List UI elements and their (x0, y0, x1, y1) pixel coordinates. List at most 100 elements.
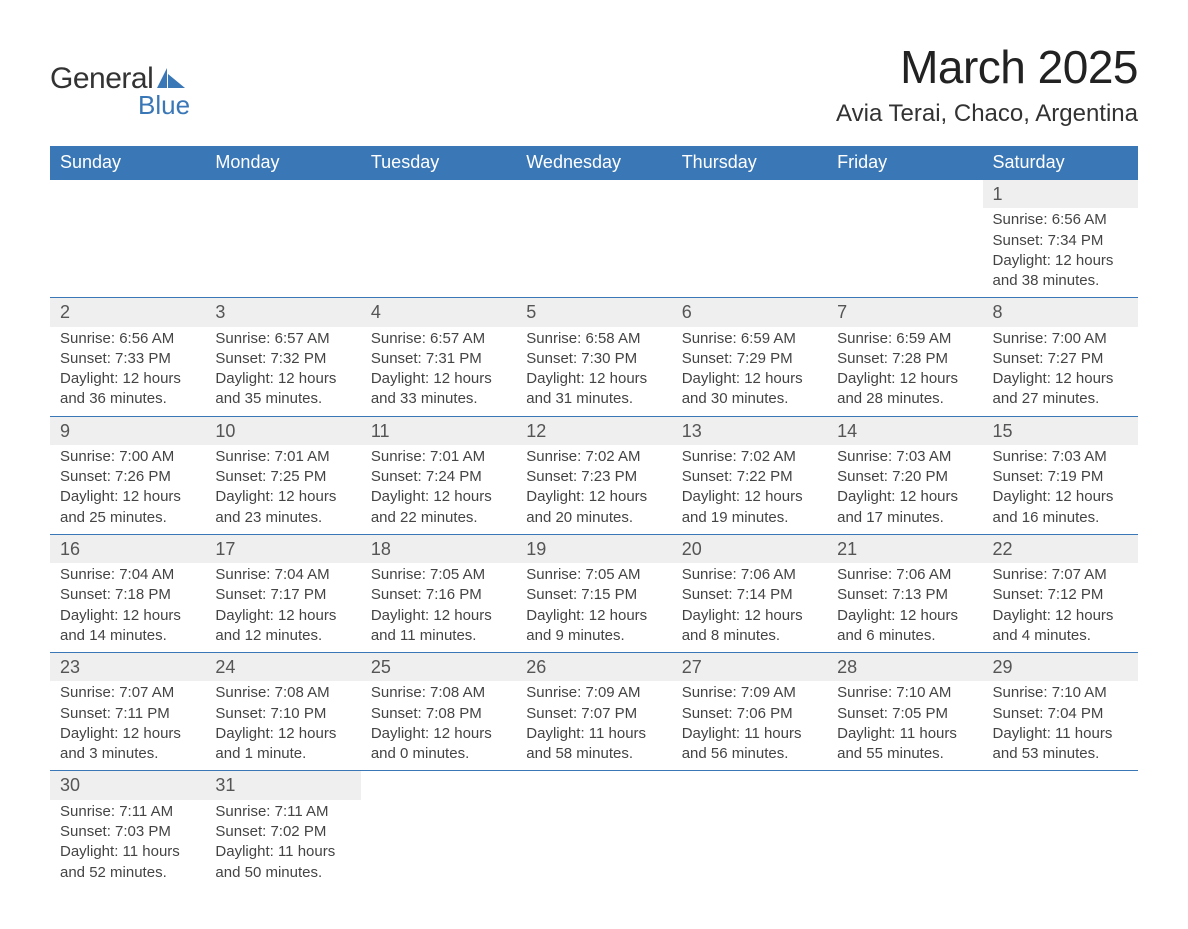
calendar-cell (672, 180, 827, 298)
day-details: Sunrise: 6:57 AMSunset: 7:31 PMDaylight:… (361, 327, 516, 416)
day-sr: Sunrise: 7:01 AM (371, 447, 506, 467)
day-number: 19 (516, 535, 671, 563)
day-d1: Daylight: 12 hours (993, 606, 1128, 626)
day-number: 8 (983, 298, 1138, 326)
day-ss: Sunset: 7:31 PM (371, 349, 506, 369)
day-details: Sunrise: 7:11 AMSunset: 7:02 PMDaylight:… (205, 800, 360, 889)
day-d2: and 31 minutes. (526, 389, 661, 409)
calendar-cell: 8Sunrise: 7:00 AMSunset: 7:27 PMDaylight… (983, 298, 1138, 416)
calendar-cell: 20Sunrise: 7:06 AMSunset: 7:14 PMDayligh… (672, 534, 827, 652)
day-number: 24 (205, 653, 360, 681)
day-d1: Daylight: 12 hours (682, 369, 817, 389)
day-d2: and 22 minutes. (371, 508, 506, 528)
day-details: Sunrise: 7:08 AMSunset: 7:08 PMDaylight:… (361, 681, 516, 770)
day-number: 30 (50, 771, 205, 799)
day-d2: and 17 minutes. (837, 508, 972, 528)
day-details: Sunrise: 7:06 AMSunset: 7:14 PMDaylight:… (672, 563, 827, 652)
day-d2: and 6 minutes. (837, 626, 972, 646)
day-sr: Sunrise: 6:57 AM (371, 329, 506, 349)
day-d1: Daylight: 12 hours (837, 606, 972, 626)
calendar-cell: 28Sunrise: 7:10 AMSunset: 7:05 PMDayligh… (827, 653, 982, 771)
day-number: 9 (50, 417, 205, 445)
day-d1: Daylight: 12 hours (526, 606, 661, 626)
calendar-cell: 23Sunrise: 7:07 AMSunset: 7:11 PMDayligh… (50, 653, 205, 771)
day-number: 6 (672, 298, 827, 326)
calendar-cell: 22Sunrise: 7:07 AMSunset: 7:12 PMDayligh… (983, 534, 1138, 652)
calendar-cell: 27Sunrise: 7:09 AMSunset: 7:06 PMDayligh… (672, 653, 827, 771)
day-d1: Daylight: 11 hours (215, 842, 350, 862)
day-sr: Sunrise: 6:58 AM (526, 329, 661, 349)
day-sr: Sunrise: 7:10 AM (837, 683, 972, 703)
day-details: Sunrise: 7:03 AMSunset: 7:20 PMDaylight:… (827, 445, 982, 534)
calendar-cell: 17Sunrise: 7:04 AMSunset: 7:17 PMDayligh… (205, 534, 360, 652)
day-ss: Sunset: 7:18 PM (60, 585, 195, 605)
calendar-cell: 18Sunrise: 7:05 AMSunset: 7:16 PMDayligh… (361, 534, 516, 652)
day-d1: Daylight: 11 hours (837, 724, 972, 744)
day-sr: Sunrise: 7:01 AM (215, 447, 350, 467)
calendar-cell: 11Sunrise: 7:01 AMSunset: 7:24 PMDayligh… (361, 416, 516, 534)
location: Avia Terai, Chaco, Argentina (836, 100, 1138, 128)
weekday-header: Sunday (50, 146, 205, 180)
day-number: 21 (827, 535, 982, 563)
day-d2: and 58 minutes. (526, 744, 661, 764)
day-ss: Sunset: 7:30 PM (526, 349, 661, 369)
day-number: 13 (672, 417, 827, 445)
day-sr: Sunrise: 6:59 AM (682, 329, 817, 349)
day-sr: Sunrise: 7:05 AM (371, 565, 506, 585)
calendar-cell (205, 180, 360, 298)
day-details: Sunrise: 7:07 AMSunset: 7:12 PMDaylight:… (983, 563, 1138, 652)
day-details: Sunrise: 7:04 AMSunset: 7:17 PMDaylight:… (205, 563, 360, 652)
day-details: Sunrise: 6:56 AMSunset: 7:34 PMDaylight:… (983, 208, 1138, 297)
header: General Blue March 2025 Avia Terai, Chac… (50, 40, 1138, 128)
month-title: March 2025 (836, 40, 1138, 94)
day-d1: Daylight: 11 hours (993, 724, 1128, 744)
day-details: Sunrise: 6:58 AMSunset: 7:30 PMDaylight:… (516, 327, 671, 416)
day-d1: Daylight: 12 hours (371, 369, 506, 389)
day-d2: and 52 minutes. (60, 863, 195, 883)
calendar-week: 1Sunrise: 6:56 AMSunset: 7:34 PMDaylight… (50, 180, 1138, 298)
day-number: 26 (516, 653, 671, 681)
day-number: 4 (361, 298, 516, 326)
day-details: Sunrise: 7:02 AMSunset: 7:22 PMDaylight:… (672, 445, 827, 534)
day-ss: Sunset: 7:03 PM (60, 822, 195, 842)
day-sr: Sunrise: 7:03 AM (837, 447, 972, 467)
day-details: Sunrise: 7:10 AMSunset: 7:04 PMDaylight:… (983, 681, 1138, 770)
day-details: Sunrise: 7:09 AMSunset: 7:07 PMDaylight:… (516, 681, 671, 770)
weekday-header: Saturday (983, 146, 1138, 180)
day-d2: and 33 minutes. (371, 389, 506, 409)
day-details: Sunrise: 7:04 AMSunset: 7:18 PMDaylight:… (50, 563, 205, 652)
day-details: Sunrise: 7:06 AMSunset: 7:13 PMDaylight:… (827, 563, 982, 652)
day-sr: Sunrise: 7:00 AM (60, 447, 195, 467)
day-ss: Sunset: 7:27 PM (993, 349, 1128, 369)
calendar-cell: 4Sunrise: 6:57 AMSunset: 7:31 PMDaylight… (361, 298, 516, 416)
day-d2: and 16 minutes. (993, 508, 1128, 528)
weekday-header: Thursday (672, 146, 827, 180)
calendar-cell (361, 180, 516, 298)
day-sr: Sunrise: 7:06 AM (682, 565, 817, 585)
day-ss: Sunset: 7:15 PM (526, 585, 661, 605)
day-sr: Sunrise: 7:09 AM (682, 683, 817, 703)
calendar-header: SundayMondayTuesdayWednesdayThursdayFrid… (50, 146, 1138, 180)
day-d2: and 20 minutes. (526, 508, 661, 528)
day-sr: Sunrise: 7:02 AM (526, 447, 661, 467)
calendar-cell: 3Sunrise: 6:57 AMSunset: 7:32 PMDaylight… (205, 298, 360, 416)
day-ss: Sunset: 7:26 PM (60, 467, 195, 487)
day-details: Sunrise: 6:59 AMSunset: 7:28 PMDaylight:… (827, 327, 982, 416)
weekday-header: Friday (827, 146, 982, 180)
day-details: Sunrise: 7:01 AMSunset: 7:24 PMDaylight:… (361, 445, 516, 534)
day-ss: Sunset: 7:05 PM (837, 704, 972, 724)
day-details: Sunrise: 6:57 AMSunset: 7:32 PMDaylight:… (205, 327, 360, 416)
day-number: 10 (205, 417, 360, 445)
day-ss: Sunset: 7:32 PM (215, 349, 350, 369)
day-ss: Sunset: 7:19 PM (993, 467, 1128, 487)
day-number: 16 (50, 535, 205, 563)
day-d2: and 12 minutes. (215, 626, 350, 646)
day-number: 5 (516, 298, 671, 326)
day-d1: Daylight: 12 hours (215, 369, 350, 389)
day-d1: Daylight: 12 hours (60, 606, 195, 626)
day-number: 2 (50, 298, 205, 326)
day-d1: Daylight: 12 hours (526, 487, 661, 507)
calendar-cell: 30Sunrise: 7:11 AMSunset: 7:03 PMDayligh… (50, 771, 205, 889)
calendar-cell (361, 771, 516, 889)
day-number: 31 (205, 771, 360, 799)
